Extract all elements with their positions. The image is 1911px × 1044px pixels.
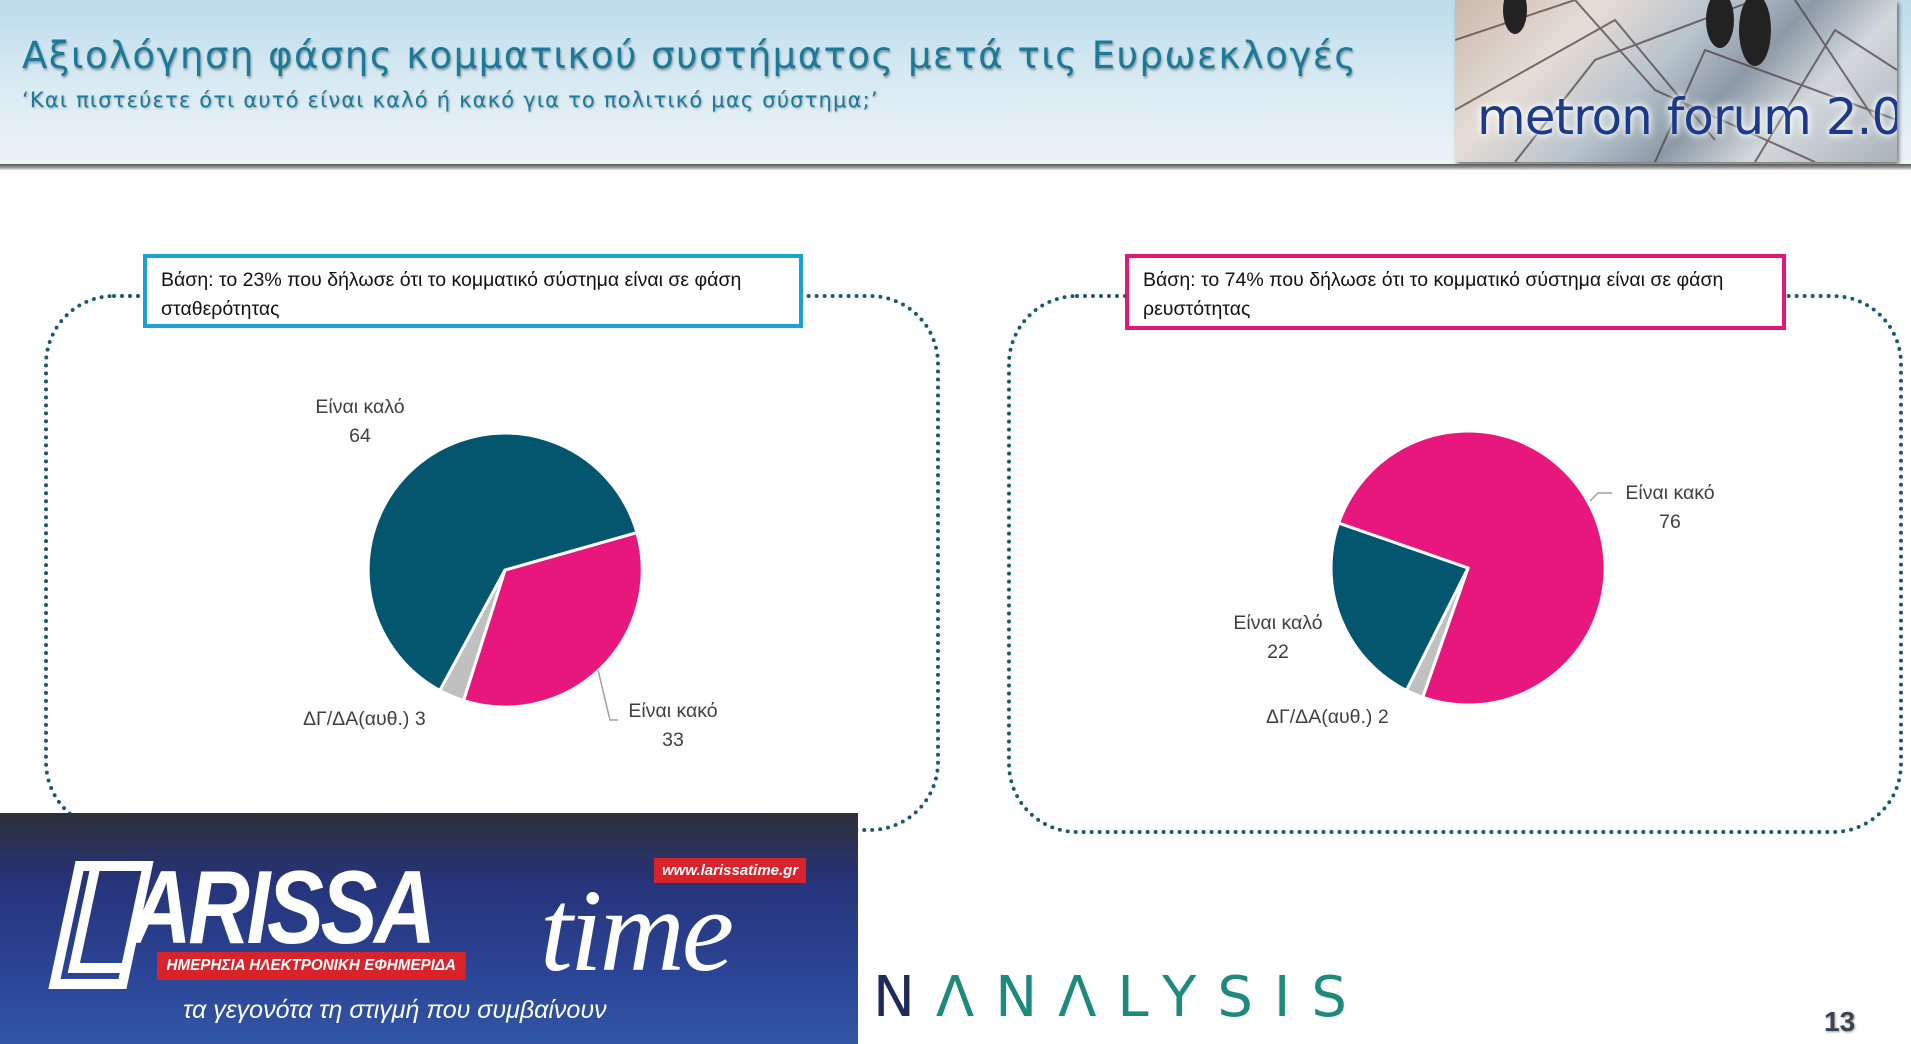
page-number: 13 bbox=[1824, 1006, 1856, 1037]
logo-text: metron forum 2.0 bbox=[1477, 88, 1897, 146]
left-slice-bad bbox=[461, 530, 644, 709]
left-label-dk: ΔΓ/ΔΑ(αυθ.) 3 bbox=[303, 708, 426, 730]
slide-subtitle: ‘Και πιστεύετε ότι αυτό είναι καλό ή κακ… bbox=[22, 88, 879, 112]
banner-brand: ARISSA bbox=[130, 850, 436, 966]
left-slice-good bbox=[366, 431, 639, 693]
left-label-bad: Είναι κακό 33 bbox=[628, 700, 718, 751]
banner-url[interactable]: www.larissatime.gr bbox=[654, 858, 807, 883]
larissatime-banner[interactable]: ARISSA time www.larissatime.gr ΗΜΕΡΗΣΙΑ … bbox=[0, 813, 858, 1044]
right-slice-good bbox=[1329, 521, 1471, 693]
right-base-note: Βάση: το 74% που δήλωσε ότι το κομματικό… bbox=[1125, 254, 1786, 330]
right-label-dk: ΔΓ/ΔΑ(αυθ.) 2 bbox=[1266, 706, 1389, 728]
geometric-photo-icon bbox=[1455, 0, 1897, 162]
banner-tagline: ΗΜΕΡΗΣΙΑ ΗΛΕΚΤΡΟΝΙΚΗ ΕΦΗΜΕΡΙΔΑ bbox=[157, 952, 466, 980]
banner-time: time bbox=[540, 865, 734, 996]
right-slice-bad bbox=[1336, 429, 1607, 707]
left-pie-chart bbox=[366, 431, 644, 709]
banner-slogan: τα γεγονότα τη στιγμή που συμβαίνουν bbox=[183, 996, 607, 1024]
right-base-text: Βάση: το 74% που δήλωσε ότι το κομματικό… bbox=[1143, 269, 1724, 320]
slide-title: Αξιολόγηση φάσης κομματικού συστήματος μ… bbox=[22, 34, 1358, 77]
metron-forum-logo: metron forum 2.0 bbox=[1455, 0, 1897, 162]
right-label-good: Είναι καλό 22 bbox=[1233, 612, 1323, 663]
left-label-good: Είναι καλό 64 bbox=[315, 396, 405, 447]
left-base-note: Βάση: το 23% που δήλωσε ότι το κομματικό… bbox=[143, 254, 803, 328]
right-label-bad: Είναι κακό 76 bbox=[1625, 482, 1715, 533]
left-leader-line bbox=[597, 669, 618, 721]
header-divider bbox=[0, 164, 1911, 170]
right-leader-line bbox=[1589, 492, 1612, 502]
right-pie-chart bbox=[1329, 429, 1607, 707]
left-base-text: Βάση: το 23% που δήλωσε ότι το κομματικό… bbox=[161, 269, 742, 320]
analysis-logo: NΛNΛLYSIS bbox=[873, 965, 1368, 1030]
